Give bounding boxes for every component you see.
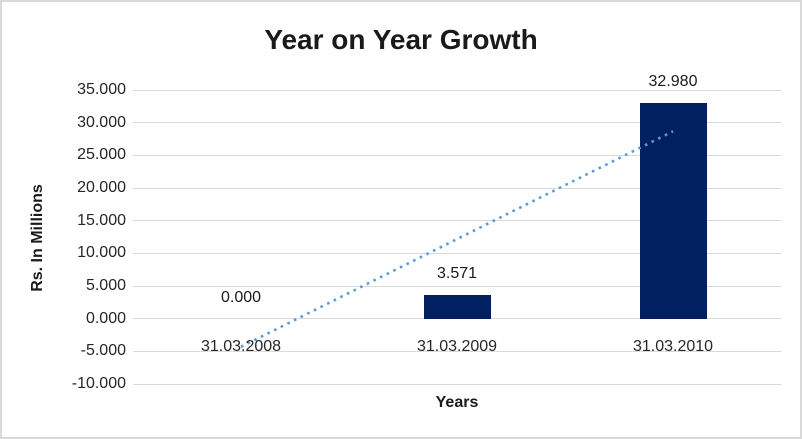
y-tick-label: 10.000	[77, 244, 126, 262]
data-label: 0.000	[220, 288, 262, 306]
y-tick-label: 35.000	[77, 81, 126, 98]
gridline	[133, 89, 781, 91]
chart-title: Year on Year Growth	[264, 24, 538, 55]
y-tick-label: 15.000	[77, 211, 126, 229]
y-tick-label: 25.000	[77, 146, 126, 164]
y-tick-label: 30.000	[77, 113, 126, 131]
data-label: 32.980	[648, 73, 698, 91]
gridline	[133, 122, 781, 124]
x-category-label: 31.03.2008	[200, 338, 282, 355]
y-tick-label: -5.000	[80, 342, 126, 360]
x-axis-title: Years	[435, 394, 479, 411]
y-tick-label: 5.000	[85, 277, 126, 294]
y-tick-label: 0.000	[85, 309, 126, 327]
x-category-label: 31.03.2010	[632, 338, 714, 355]
y-tick-label: -10.000	[71, 375, 126, 392]
bar-31.03.2010	[639, 103, 707, 319]
y-tick-label: 20.000	[77, 179, 126, 196]
x-category-label: 31.03.2009	[416, 338, 498, 355]
data-label: 3.571	[436, 265, 478, 283]
gridline	[133, 350, 781, 352]
gridline	[133, 383, 781, 385]
bar-31.03.2009	[423, 295, 491, 319]
